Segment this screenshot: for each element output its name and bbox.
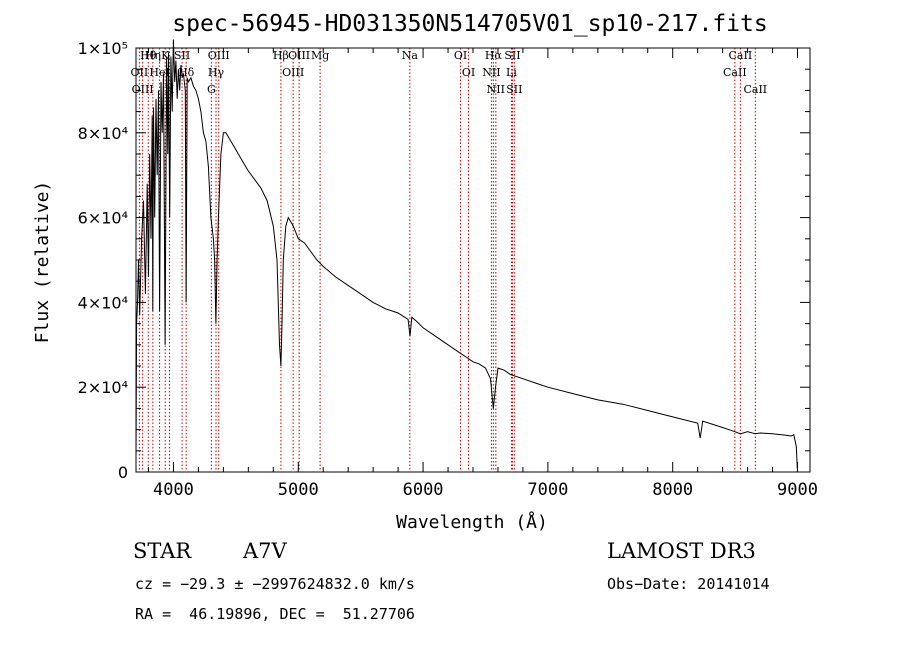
plot-frame (135, 47, 811, 473)
x-tick-label: 5000 (278, 480, 319, 500)
line-label: NII (487, 83, 505, 96)
x-axis: 4000 5000 6000 7000 8000 9000 (147, 48, 818, 500)
survey-name: LAMOST DR3 (607, 539, 756, 563)
line-label: Hγ (208, 66, 225, 79)
line-label: SII (174, 49, 190, 62)
line-label: HeI (149, 66, 169, 79)
x-tick-label: 7000 (527, 480, 568, 500)
emission-line-markers (138, 48, 756, 472)
spectrum-line (135, 39, 798, 473)
line-label: OIII (132, 83, 154, 96)
y-tick-label: 8×10⁴ (78, 124, 128, 143)
line-label: Mg (311, 49, 329, 62)
x-tick-label: 9000 (777, 480, 818, 500)
line-label: Hβ (273, 49, 289, 62)
line-label: OI (454, 49, 467, 62)
line-label: NII (482, 66, 500, 79)
line-label: SII (506, 83, 522, 96)
line-label: K (161, 49, 170, 62)
line-label: Hη (145, 49, 161, 62)
y-tick-label: 6×10⁴ (78, 209, 128, 228)
line-label: CaII (729, 49, 753, 62)
x-tick-label: 6000 (403, 480, 444, 500)
object-type: STAR (133, 539, 192, 563)
line-label: OII (131, 66, 149, 79)
observation-date: Obs−Date: 20141014 (607, 575, 770, 593)
y-axis: 0 2×10⁴ 4×10⁴ 6×10⁴ 8×10⁴ 1×10⁵ (78, 39, 810, 482)
y-tick-label: 2×10⁴ (78, 378, 128, 397)
line-label: Hθ (140, 49, 157, 62)
y-axis-label: Flux (relative) (32, 181, 53, 344)
line-label: OIII (288, 49, 310, 62)
y-tick-label: 0 (118, 463, 128, 482)
line-label: Na (402, 49, 419, 62)
line-label: Li (506, 66, 517, 79)
line-label: H (165, 83, 175, 96)
coordinates: RA = 46.19896, DEC = 51.27706 (135, 605, 415, 623)
line-label: OIII (208, 49, 230, 62)
x-axis-label: Wavelength (Å) (396, 511, 548, 533)
x-tick-label: 8000 (652, 480, 693, 500)
line-label: SII (504, 49, 520, 62)
redshift-cz: cz = −29.3 ± −2997624832.0 km/s (135, 575, 415, 593)
spectral-class: A7V (243, 539, 287, 563)
y-tick-label: 1×10⁵ (78, 39, 128, 58)
line-label: G (207, 83, 216, 96)
y-tick-label: 4×10⁴ (78, 293, 128, 312)
line-label: OI (462, 66, 475, 79)
line-label: Hα (485, 49, 503, 62)
line-label: OIII (282, 66, 304, 79)
line-label: CaII (723, 66, 747, 79)
chart-title: spec-56945-HD031350N514705V01_sp10-217.f… (172, 11, 767, 37)
line-label: CaII (743, 83, 767, 96)
x-tick-label: 4000 (153, 480, 194, 500)
